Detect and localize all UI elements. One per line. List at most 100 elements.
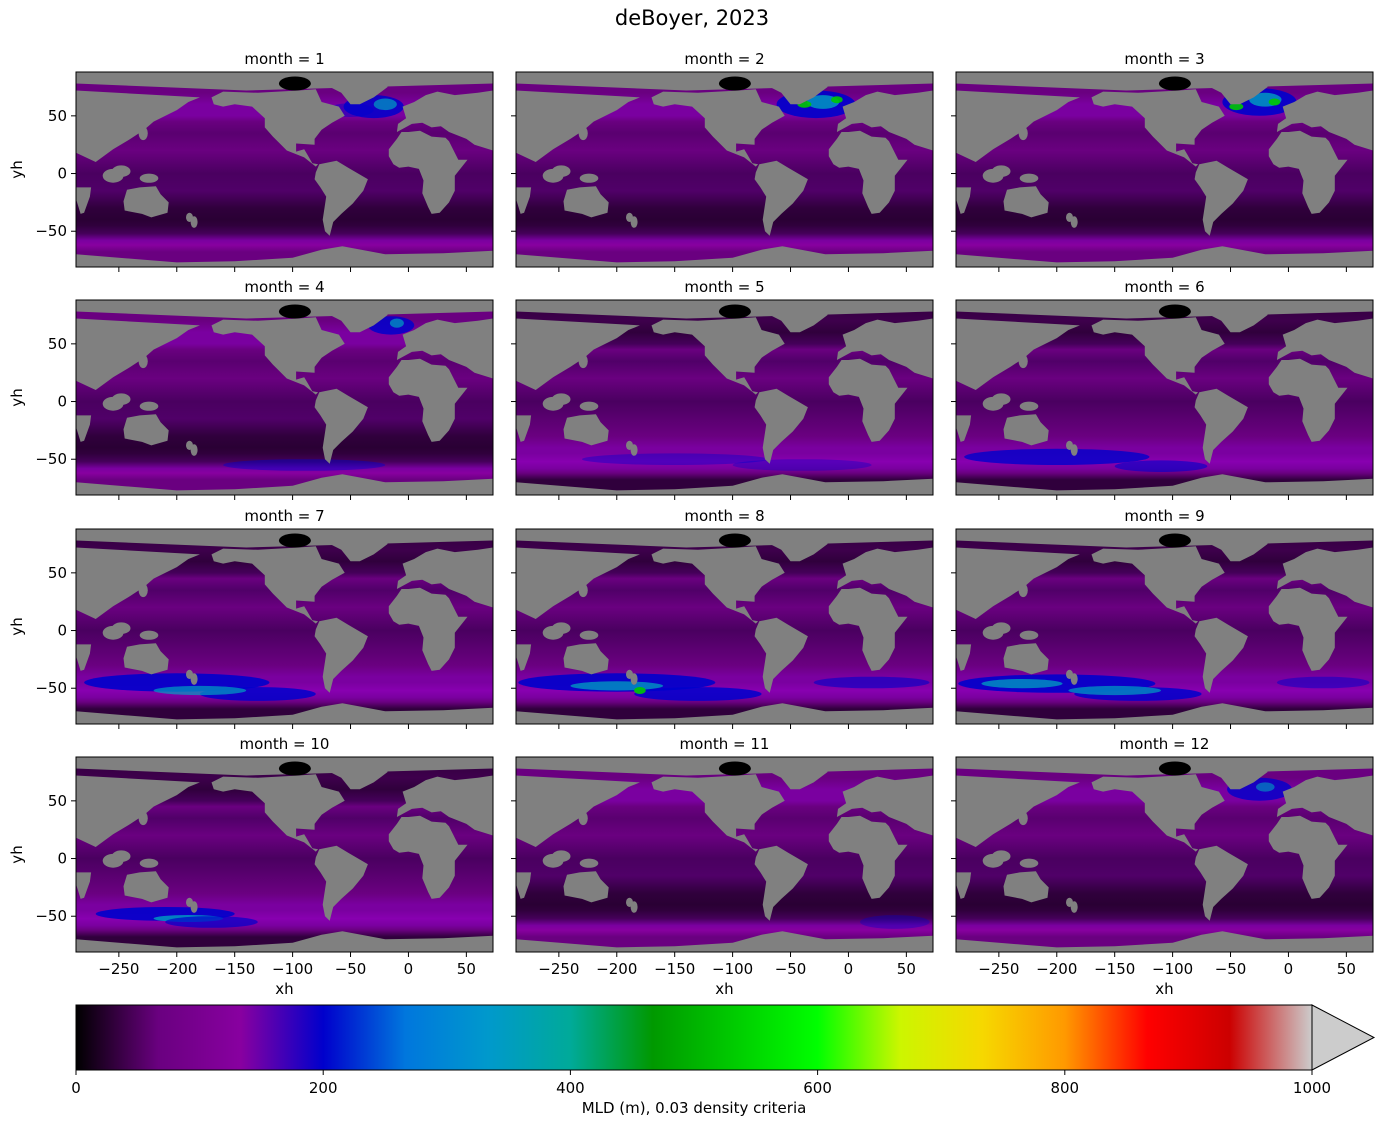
land-mass: [123, 414, 169, 446]
land-mass: [1268, 815, 1348, 899]
mld-patch: [806, 95, 840, 109]
land-mass: [651, 89, 785, 167]
island: [186, 669, 193, 680]
land-mass: [314, 160, 368, 236]
island: [551, 850, 571, 862]
mld-patch: [1268, 98, 1281, 106]
land-mass: [836, 318, 933, 379]
island: [1018, 126, 1028, 141]
land-mass: [76, 187, 92, 214]
y-tick-label: 50: [48, 107, 67, 125]
x-tick-label: −50: [775, 960, 807, 978]
arctic-patch: [278, 761, 311, 776]
land-mass: [1276, 90, 1373, 151]
land-mass: [563, 871, 609, 903]
panel-frame: [75, 756, 494, 953]
island: [1066, 669, 1073, 680]
island: [551, 622, 571, 634]
land-mass: [516, 90, 640, 162]
land-mass: [563, 186, 609, 218]
island: [991, 850, 1011, 862]
mld-patch: [1114, 460, 1208, 473]
panel-frame: [955, 756, 1374, 953]
colorbar-tick-label: 0: [71, 1079, 81, 1097]
island: [578, 583, 588, 598]
x-tick-label: 0: [1284, 960, 1294, 978]
land-mass: [396, 318, 493, 379]
panel-title: month = 6: [1124, 278, 1204, 296]
land-mass: [516, 703, 933, 724]
island: [579, 173, 599, 183]
land-mass: [754, 388, 808, 464]
land-mass: [956, 547, 1080, 619]
arctic-patch: [1158, 533, 1191, 548]
mld-patch: [634, 687, 646, 694]
land-mass: [211, 89, 345, 167]
land-mass: [563, 414, 609, 446]
mld-patch: [981, 679, 1063, 689]
land-mass: [1194, 845, 1248, 921]
land-mass: [1003, 186, 1049, 218]
map-panel-month-2: month = 2: [511, 50, 934, 272]
y-axis-label: yh: [8, 388, 26, 406]
map-panel-month-9: month = 9: [951, 507, 1374, 729]
y-tick-label: −50: [35, 907, 67, 925]
land-mass: [1276, 775, 1373, 836]
island: [1018, 354, 1028, 369]
colorbar-frame: [75, 1004, 1313, 1071]
land-mass: [76, 775, 200, 847]
x-tick-label: −50: [335, 960, 367, 978]
land-mass: [754, 845, 808, 921]
land-mass: [388, 130, 468, 214]
land-mass: [76, 474, 493, 495]
land-mass: [563, 643, 609, 675]
panel-frame: [955, 71, 1374, 268]
land-mass: [396, 547, 493, 608]
land-mass: [1091, 546, 1225, 624]
island: [1018, 811, 1028, 826]
y-tick-label: 0: [57, 850, 67, 868]
panel-title: month = 4: [244, 278, 324, 296]
arctic-patch: [278, 304, 311, 319]
land-mass: [516, 318, 640, 390]
land-mass: [516, 474, 933, 495]
mld-patch: [634, 687, 762, 701]
y-tick-label: 0: [57, 622, 67, 640]
panel-frame: [515, 528, 934, 725]
land-mass: [956, 644, 972, 671]
y-tick-label: 0: [57, 165, 67, 183]
land-mass: [1276, 547, 1373, 608]
land-mass: [651, 317, 785, 395]
panel-title: month = 3: [1124, 50, 1204, 68]
land-mass: [1091, 774, 1225, 852]
island: [138, 811, 148, 826]
land-mass: [956, 872, 972, 899]
land-mass: [211, 546, 345, 624]
land-mass: [76, 872, 92, 899]
panel-frame: [955, 299, 1374, 496]
y-axis-label: yh: [8, 160, 26, 178]
land-mass: [76, 703, 493, 724]
x-tick-label: 50: [457, 960, 476, 978]
island: [579, 401, 599, 411]
island: [551, 165, 571, 177]
x-axis-label: xh: [275, 980, 293, 998]
y-axis-label: yh: [8, 617, 26, 635]
panel-frame: [75, 299, 494, 496]
x-tick-label: −150: [214, 960, 255, 978]
mld-patch: [373, 98, 397, 111]
land-mass: [956, 187, 972, 214]
island: [1019, 401, 1039, 411]
colorbar-gradient: [76, 1005, 1312, 1070]
land-mass: [828, 587, 908, 671]
arctic-patch: [718, 533, 751, 548]
mld-patch: [1256, 782, 1275, 792]
island: [138, 583, 148, 598]
land-mass: [1091, 89, 1225, 167]
land-mass: [956, 474, 1373, 495]
panel-frame: [515, 756, 934, 953]
panel-frame: [515, 71, 934, 268]
mld-patch: [831, 96, 843, 104]
colorbar: 0 200 400 600 800 1000 MLD (m), 0.03 density c…: [71, 1004, 1376, 1117]
